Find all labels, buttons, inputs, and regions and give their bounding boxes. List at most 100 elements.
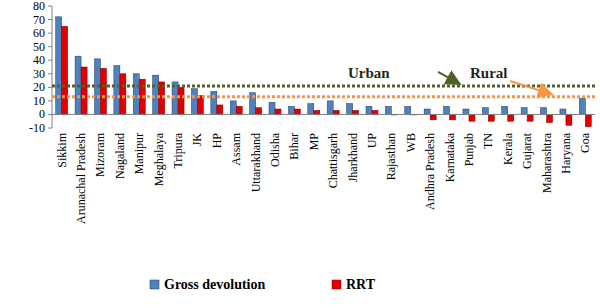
x-tick-label: Arunachal Pradesh: [74, 133, 88, 224]
bar: [463, 109, 469, 114]
bar: [366, 106, 372, 114]
bar: [56, 17, 62, 115]
x-tick-label: Manipur: [132, 133, 146, 174]
bar: [327, 101, 333, 115]
x-tick-label: Mizoram: [93, 132, 107, 177]
bar: [178, 87, 184, 114]
y-tick: [48, 87, 52, 88]
bar: [236, 106, 242, 114]
x-tick-label: Bihar: [287, 133, 301, 160]
bar: [482, 108, 488, 115]
bar: [314, 110, 320, 114]
y-tick-label: 40: [33, 53, 45, 67]
bar: [333, 110, 339, 114]
x-tick-label: WB: [404, 133, 418, 152]
arrow: [438, 72, 458, 83]
legend-label: Gross devolution: [164, 277, 265, 292]
bar: [547, 114, 553, 122]
bar: [405, 106, 411, 114]
bar: [560, 109, 566, 114]
reference-line: [52, 95, 595, 98]
bar: [308, 104, 314, 115]
legend-swatch: [150, 280, 159, 289]
y-tick-label: 20: [33, 80, 45, 94]
x-tick-label: Nagaland: [113, 133, 127, 179]
bar: [133, 74, 139, 115]
x-tick-label: Sikkim: [55, 132, 69, 167]
bar: [424, 109, 430, 114]
y-tick-label: 70: [33, 13, 45, 27]
bar: [385, 106, 391, 114]
y-tick: [48, 60, 52, 61]
bar: [275, 109, 281, 114]
x-tick-label: Karnataka: [443, 132, 457, 182]
x-tick-label: Uttarakhand: [249, 133, 263, 192]
x-tick-label: Odisha: [268, 132, 282, 167]
bar: [62, 26, 68, 114]
x-tick-label: HP: [210, 133, 224, 149]
bar: [288, 106, 294, 114]
y-tick: [48, 6, 52, 7]
bar: [211, 91, 217, 114]
y-tick: [48, 46, 52, 47]
bar: [521, 108, 527, 115]
x-tick-label: Tripura: [171, 132, 185, 168]
bar: [269, 102, 275, 114]
bar: [81, 67, 87, 114]
bar: [502, 106, 508, 114]
y-tick-label: 80: [33, 0, 45, 13]
x-tick-label: Goa: [578, 132, 592, 153]
y-tick-label: -10: [29, 121, 45, 135]
bar: [230, 101, 236, 115]
bar: [430, 114, 436, 119]
arrow: [510, 81, 550, 94]
x-tick-label: Meghalaya: [152, 132, 166, 186]
x-tick-label: Haryana: [559, 132, 573, 173]
bar: [450, 114, 456, 119]
reference-line: [52, 84, 595, 87]
y-tick-label: 0: [39, 107, 45, 121]
annotation: Urban: [348, 65, 390, 81]
bar: [541, 108, 547, 115]
y-tick: [48, 73, 52, 74]
bar: [372, 110, 378, 114]
bar: [488, 114, 494, 121]
y-tick: [48, 100, 52, 101]
y-tick: [48, 33, 52, 34]
x-tick-label: JK: [190, 133, 204, 147]
legend-swatch: [332, 280, 341, 289]
x-tick-label: UP: [365, 133, 379, 149]
bar: [527, 114, 533, 121]
x-tick-label: Gujarat: [520, 132, 534, 169]
x-tick-label: MP: [307, 133, 321, 151]
y-tick: [48, 128, 52, 129]
y-tick: [48, 19, 52, 20]
x-tick-label: Assam: [229, 132, 243, 165]
y-tick: [48, 114, 52, 115]
bar: [579, 98, 585, 114]
annotation: Rural: [470, 65, 508, 81]
legend-label: RRT: [346, 277, 376, 292]
bar: [153, 75, 159, 114]
x-tick-label: Andhra Pradesh: [423, 133, 437, 210]
bar: [114, 66, 120, 115]
bar: [294, 109, 300, 114]
bar: [353, 110, 359, 114]
bar: [120, 74, 126, 115]
y-tick-label: 30: [33, 67, 45, 81]
y-tick-label: 50: [33, 40, 45, 54]
bar: [469, 114, 475, 121]
y-tick-label: 10: [33, 94, 45, 108]
x-axis: [52, 114, 595, 115]
bar: [585, 114, 591, 126]
y-tick-label: 60: [33, 26, 45, 40]
bar: [100, 68, 106, 114]
bars: [52, 17, 595, 127]
bar: [566, 114, 572, 125]
bar: [347, 104, 353, 115]
x-tick-label: Jharkhand: [346, 133, 360, 182]
x-tick-label: Chattisgarh: [326, 133, 340, 188]
bar: [508, 114, 514, 121]
x-tick-label: Punjab: [462, 133, 476, 166]
bar: [444, 106, 450, 114]
